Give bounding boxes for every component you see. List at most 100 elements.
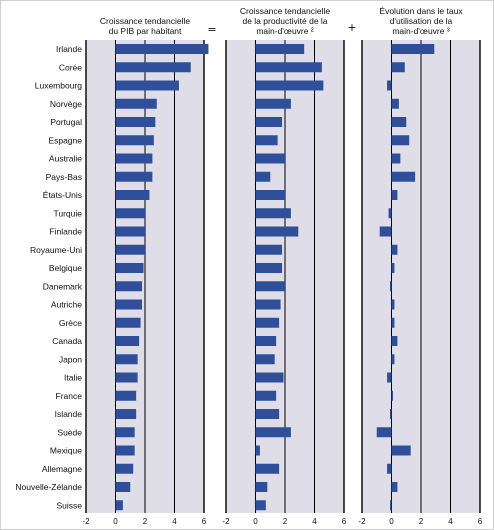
bar [115, 317, 141, 328]
category-label: Canada [52, 336, 82, 346]
category-label: Irlande [56, 44, 82, 54]
bar [115, 500, 123, 511]
bar [388, 208, 392, 219]
bar [391, 482, 398, 492]
category-label: Danemark [43, 281, 83, 291]
bar [115, 208, 145, 219]
bar [390, 409, 392, 419]
bar [115, 390, 137, 401]
x-tick-label: 2 [143, 517, 148, 526]
bar [115, 463, 134, 474]
x-tick-label: 2 [283, 517, 288, 526]
bar [115, 190, 150, 200]
category-label: Corée [59, 62, 82, 72]
x-tick-label: 2 [419, 517, 424, 526]
bar [255, 500, 266, 511]
bar [115, 98, 157, 109]
equals-operator: = [207, 23, 216, 36]
bar [255, 409, 280, 419]
bar [391, 445, 411, 456]
bar [255, 281, 285, 292]
plus-operator: + [347, 21, 356, 34]
category-label: Nouvelle-Zélande [15, 482, 82, 492]
bar [391, 153, 401, 164]
bar [255, 117, 283, 127]
bar [115, 482, 131, 492]
bar [115, 171, 153, 182]
bar [255, 135, 278, 146]
category-label: Suisse [56, 500, 82, 510]
category-label: Pays-Bas [46, 172, 82, 182]
bar [115, 117, 156, 127]
bar [391, 190, 398, 200]
bar [255, 80, 324, 91]
bar [379, 226, 392, 237]
bar [391, 98, 399, 109]
bar [115, 80, 179, 91]
bar [115, 226, 145, 237]
bar [115, 299, 143, 310]
bar [391, 117, 407, 127]
bar [115, 153, 153, 164]
x-tick-label: -2 [222, 517, 230, 526]
bar [255, 226, 299, 237]
category-label: Italie [64, 373, 82, 383]
category-label: Finlande [49, 227, 82, 237]
country-labels-layer: Irlande Corée Luxembourg Norvège Portugal Esp… [15, 44, 82, 510]
panel-title-line: de la productivité de la [242, 16, 327, 26]
bar [115, 281, 143, 292]
bar [387, 463, 392, 474]
bar [255, 390, 277, 401]
bar [255, 427, 291, 438]
bar [115, 354, 138, 365]
bar [255, 244, 283, 255]
category-label: Allemagne [42, 464, 82, 474]
bar [255, 98, 291, 109]
panel-title-line: Croissance tendancielle [100, 16, 191, 26]
bar [390, 281, 392, 292]
bar [391, 44, 435, 54]
bar [255, 299, 281, 310]
x-tick-label: -2 [358, 517, 366, 526]
bar [255, 62, 322, 73]
bar [115, 336, 140, 346]
x-tick-label: 0 [113, 517, 118, 526]
bar [255, 354, 275, 365]
panel-title-line: main-d'œuvre ³ [392, 26, 450, 36]
panel-title-line: d'utilisation de la [390, 16, 453, 26]
panel-title-line: Évolution dans le taux [379, 6, 463, 16]
category-label: Japon [59, 354, 82, 364]
x-tick-label: 0 [389, 517, 394, 526]
bar [115, 62, 191, 73]
category-label: Espagne [48, 135, 82, 145]
category-label: Royaume-Uni [30, 245, 82, 255]
x-tick-label: 6 [342, 517, 347, 526]
bar [255, 482, 268, 492]
bar [376, 427, 392, 438]
bar [391, 135, 410, 146]
chart-panel-3: -2 0 2 4 6 Évolution dans le tauxd'utilisatio… [358, 6, 482, 526]
bar [115, 427, 135, 438]
bar [255, 44, 305, 54]
bar [391, 336, 398, 346]
bar [255, 317, 280, 328]
category-label: Australie [49, 154, 82, 164]
bar [255, 190, 285, 200]
bar [115, 135, 154, 146]
category-label: Islande [55, 409, 83, 419]
bar [255, 263, 283, 273]
bar [391, 62, 405, 73]
panel-title-line: Croissance tendancielle [240, 6, 331, 16]
panel-title-line: main-d'œuvre ² [256, 26, 314, 36]
bar [391, 244, 398, 255]
category-label: Portugal [50, 117, 82, 127]
bar [115, 445, 135, 456]
category-label: Suède [57, 427, 82, 437]
bar [391, 263, 395, 273]
category-label: Autriche [51, 300, 82, 310]
bar [255, 208, 291, 219]
bar [390, 500, 392, 511]
